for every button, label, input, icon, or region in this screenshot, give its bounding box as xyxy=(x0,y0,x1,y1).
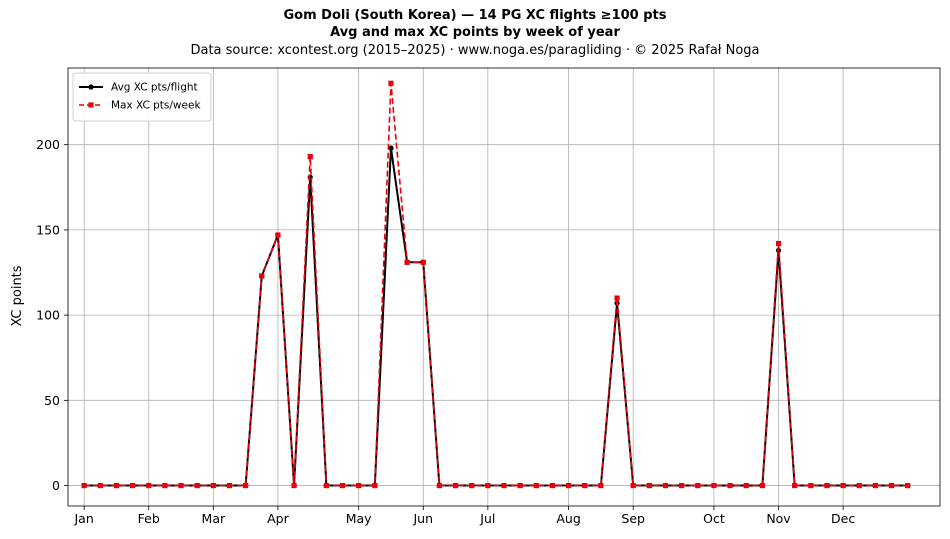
series-2-point xyxy=(614,295,620,301)
x-tick-label: Apr xyxy=(267,511,289,526)
series-2-point xyxy=(565,482,572,489)
series-line-2 xyxy=(84,82,908,487)
series-2-point xyxy=(97,482,103,489)
legend-marker-1 xyxy=(88,84,94,90)
series-2-point xyxy=(517,482,523,489)
y-tick-label: 100 xyxy=(36,308,60,323)
series-2-point xyxy=(743,482,749,489)
x-tick-label: Sep xyxy=(621,511,645,526)
series-2-point xyxy=(452,482,459,489)
x-tick-label: Jan xyxy=(74,511,94,526)
series-2-point xyxy=(388,80,394,86)
x-tick-label: Jul xyxy=(479,511,495,526)
series-2-point xyxy=(226,482,233,489)
series-2-point xyxy=(856,482,862,489)
series-2-point xyxy=(81,482,87,489)
series-2-point xyxy=(194,482,200,489)
chart-title: Gom Doli (South Korea) — 14 PG XC flight… xyxy=(283,8,667,23)
series-2-point xyxy=(275,232,281,238)
series-1-point xyxy=(388,145,394,151)
series-2-point xyxy=(888,482,895,489)
series-2-point xyxy=(549,482,556,489)
series-2-point xyxy=(630,482,636,489)
axes: Jan Feb Mar Apr May Jun Jul Aug Sep Oct Nov Dec 0 50 1… xyxy=(36,67,941,526)
series-2-point xyxy=(113,482,120,489)
series-2-point xyxy=(469,482,475,489)
legend-label-1: Avg XC pts/flight xyxy=(111,82,198,94)
series-2-point xyxy=(792,482,798,489)
series-2-point xyxy=(759,482,765,489)
series-2-point xyxy=(339,482,346,489)
series-group xyxy=(81,80,911,489)
series-2-point xyxy=(662,482,669,489)
series-2-point xyxy=(501,482,507,489)
series-2-point xyxy=(582,482,588,489)
chart-subtitle: Avg and max XC points by week of year xyxy=(330,25,620,40)
series-2-point xyxy=(485,482,491,489)
series-2-point xyxy=(259,273,265,279)
series-2-point xyxy=(146,482,152,489)
series-2-point xyxy=(210,482,216,489)
plot-frame xyxy=(67,67,941,507)
series-2-point xyxy=(598,482,604,489)
series-2-point xyxy=(372,482,378,489)
series-2-point xyxy=(533,482,539,489)
series-2-point xyxy=(291,482,297,489)
series-2-point xyxy=(840,482,846,489)
series-2-point xyxy=(356,482,362,489)
series-2-point xyxy=(436,482,443,489)
series-2-point xyxy=(243,482,249,489)
y-tick-label: 200 xyxy=(36,137,60,152)
legend-label-2: Max XC pts/week xyxy=(111,100,201,112)
x-tick-label: Mar xyxy=(202,511,226,526)
series-2-point xyxy=(727,482,733,489)
series-2-point xyxy=(404,259,410,265)
legend-marker-2 xyxy=(88,102,94,108)
series-2-point xyxy=(679,482,685,489)
y-axis-label: XC points xyxy=(10,265,25,326)
legend-box xyxy=(72,72,212,122)
x-tick-label: Nov xyxy=(766,511,791,526)
series-2-point xyxy=(775,240,782,247)
series-2-point xyxy=(695,482,701,489)
x-tick-label: May xyxy=(346,511,372,526)
series-2-point xyxy=(129,482,136,489)
chart-source: Data source: xcontest.org (2015–2025) · … xyxy=(190,43,760,58)
series-2-point xyxy=(162,482,168,489)
x-tick-label: Oct xyxy=(703,511,725,526)
x-tick-label: Jun xyxy=(412,511,433,526)
y-tick-label: 0 xyxy=(52,478,60,493)
series-2-point xyxy=(323,482,329,489)
series-2-point xyxy=(711,482,717,489)
legend: Avg XC pts/flight Max XC pts/week xyxy=(72,72,212,122)
x-tick-label: Feb xyxy=(138,511,160,526)
series-2-point xyxy=(307,154,313,160)
grid xyxy=(68,68,940,506)
y-tick-label: 150 xyxy=(36,222,60,237)
series-2-point xyxy=(178,482,184,489)
y-tick-label: 50 xyxy=(44,393,60,408)
series-2-point xyxy=(905,482,911,489)
series-2-point xyxy=(420,259,426,265)
x-tick-label: Aug xyxy=(556,511,580,526)
x-tick-label: Dec xyxy=(831,511,855,526)
series-2-point xyxy=(872,482,879,489)
series-2-point xyxy=(646,482,652,489)
series-2-point xyxy=(824,482,830,489)
series-2-point xyxy=(808,482,814,489)
